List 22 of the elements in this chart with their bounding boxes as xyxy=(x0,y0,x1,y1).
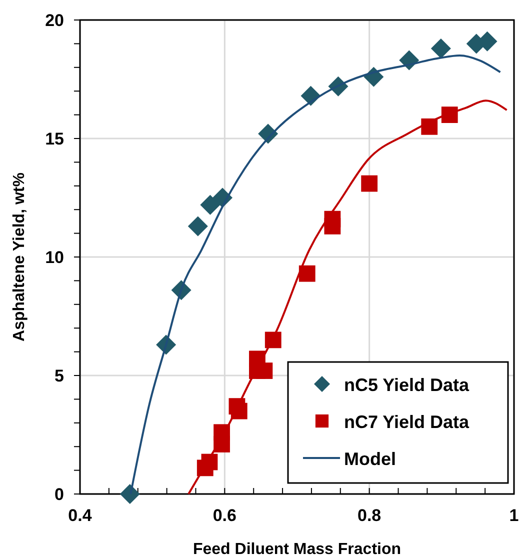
y-tick-label: 15 xyxy=(45,130,64,148)
y-tick-label: 10 xyxy=(45,248,64,267)
x-tick-label: 0.8 xyxy=(358,506,382,525)
point xyxy=(200,194,220,215)
point xyxy=(188,216,208,236)
point xyxy=(120,484,140,504)
y-tick-label: 20 xyxy=(45,11,64,30)
line-series xyxy=(188,100,508,495)
y-axis-title: Asphaltene Yield, wt% xyxy=(11,172,28,342)
x-tick-label: 0.6 xyxy=(212,506,236,525)
point xyxy=(298,265,316,282)
x-tick-label: 1 xyxy=(509,506,519,525)
x-axis-title: Feed Diluent Mass Fraction xyxy=(192,541,402,558)
point xyxy=(361,175,378,192)
legend-label: nC5 Yield Data xyxy=(344,375,470,395)
legend-label: Model xyxy=(344,449,396,469)
point xyxy=(324,218,341,234)
y-tick-label: 5 xyxy=(54,366,64,386)
x-tick-label: 0.4 xyxy=(68,506,92,525)
y-tick-label: 0 xyxy=(54,485,64,504)
point xyxy=(430,38,451,58)
legend-label: nC7 Yield Data xyxy=(344,412,470,432)
